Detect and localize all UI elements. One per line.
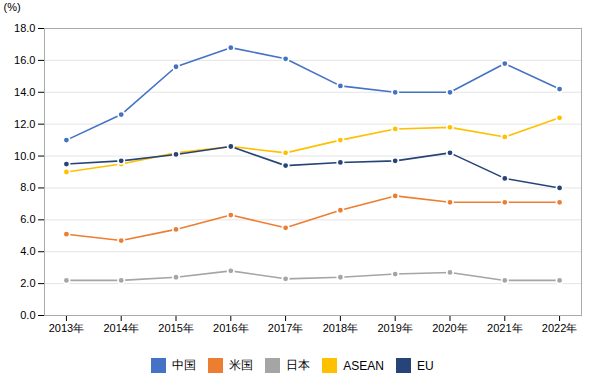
- svg-text:0.0: 0.0: [20, 309, 35, 321]
- svg-text:8.0: 8.0: [20, 181, 35, 193]
- html-text:米国: 米国: [229, 358, 254, 372]
- html-text:日本: 日本: [286, 358, 311, 372]
- svg-text:2017年: 2017年: [268, 322, 303, 334]
- svg-text:2018年: 2018年: [323, 322, 358, 334]
- html-text:EU: EU: [417, 358, 434, 373]
- html-text:中国: 中国: [172, 358, 197, 372]
- svg-text:10.0: 10.0: [14, 150, 35, 162]
- svg-text:2020年: 2020年: [432, 322, 467, 334]
- svg-text:14.0: 14.0: [14, 86, 35, 98]
- svg-text:2022年: 2022年: [542, 322, 577, 334]
- svg-text:4.0: 4.0: [20, 245, 35, 257]
- svg-text:2021年: 2021年: [487, 322, 522, 334]
- svg-text:2.0: 2.0: [20, 277, 35, 289]
- svg-text:16.0: 16.0: [14, 54, 35, 66]
- html-text:ASEAN: ASEAN: [343, 358, 384, 373]
- svg-text:(%): (%): [4, 1, 21, 13]
- svg-text:2014年: 2014年: [103, 322, 138, 334]
- svg-text:6.0: 6.0: [20, 213, 35, 225]
- svg-text:2015年: 2015年: [158, 322, 193, 334]
- svg-text:2013年: 2013年: [49, 322, 84, 334]
- svg-text:18.0: 18.0: [14, 22, 35, 34]
- svg-text:2016年: 2016年: [213, 322, 248, 334]
- svg-text:12.0: 12.0: [14, 118, 35, 130]
- svg-text:2019年: 2019年: [377, 322, 412, 334]
